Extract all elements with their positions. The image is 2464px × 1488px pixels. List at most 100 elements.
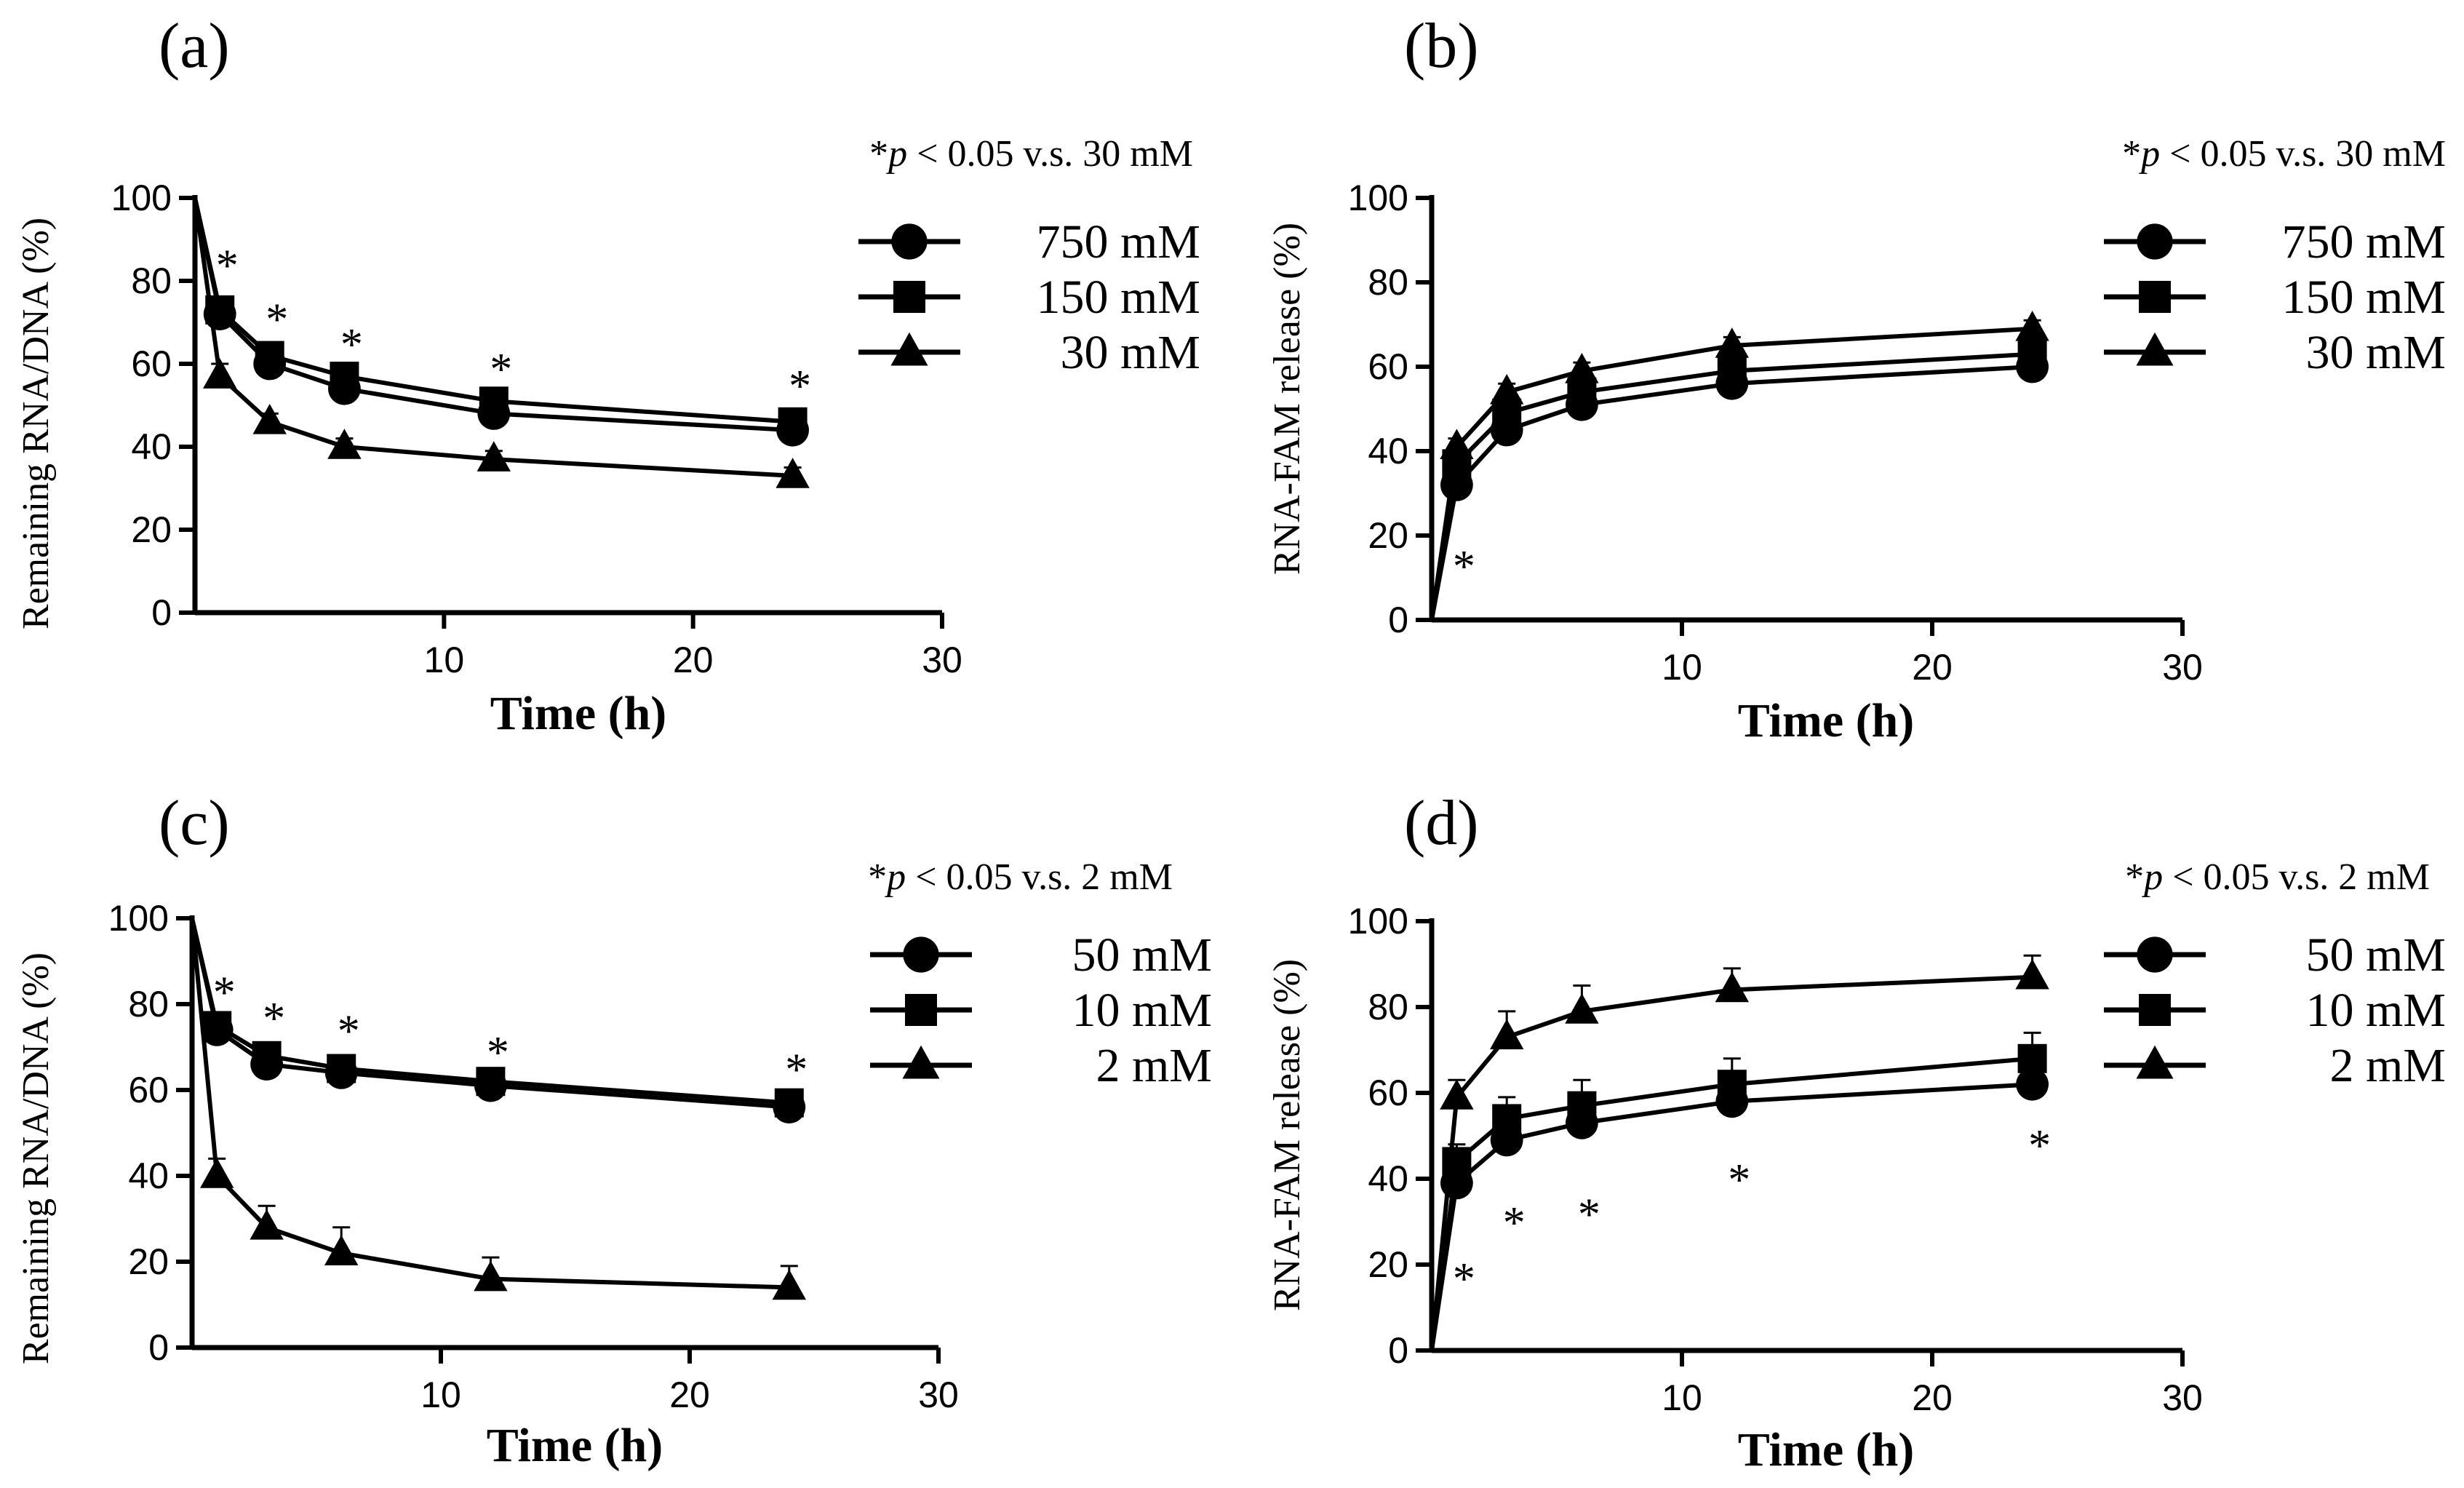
data-point-triangle [1490, 374, 1524, 405]
y-tick-label-a: 40 [131, 426, 172, 467]
plot-area-b: 0 20 40 60 80 100 10 20 30 * [1348, 178, 2203, 688]
y-axis-label-b: RNA-FAM release (%) [1267, 223, 1308, 575]
legend-item-c-1: 10 mM [870, 984, 1212, 1037]
plot-area-c: 0 20 40 60 80 100 10 20 30 * * * * * [108, 898, 959, 1415]
legend-label-c-2: 2 mM [1096, 1039, 1212, 1092]
legend-label-b-2: 30 mM [2305, 326, 2446, 379]
significance-star-marker-c: * [213, 968, 236, 1017]
series-line-d-2 [1430, 974, 2033, 1351]
y-tick-label-b: 100 [1348, 178, 1408, 218]
data-point-square [2017, 339, 2047, 369]
data-point-triangle [1565, 993, 1599, 1024]
legend-marker-circle [891, 223, 928, 260]
data-point-square [1492, 1104, 1522, 1134]
significance-star-marker-d: * [1728, 1155, 1750, 1205]
data-point-triangle [327, 429, 362, 459]
y-tick-label-c: 80 [128, 984, 169, 1025]
significance-note-a: *p < 0.05 v.s. 30 mM [869, 133, 1193, 175]
significance-rest-a: < 0.05 v.s. 30 mM [907, 133, 1193, 175]
significance-star-marker-a: * [266, 295, 288, 345]
series-line-c-2 [190, 918, 789, 1290]
significance-star-marker-b: * [1453, 542, 1475, 592]
data-point-square [1442, 1147, 1472, 1177]
data-point-square [774, 1088, 804, 1118]
legend-label-a-1: 150 mM [1036, 271, 1200, 324]
y-tick-label-b: 0 [1388, 600, 1408, 640]
y-tick-label-d: 60 [1368, 1073, 1408, 1113]
data-point-triangle [200, 1158, 234, 1188]
x-tick-label-b: 20 [1912, 647, 1953, 688]
legend-marker-square [2139, 281, 2171, 313]
data-point-square [2017, 1043, 2047, 1073]
legend-item-d-1: 10 mM [2104, 984, 2446, 1037]
panel-label-c: (c) [159, 788, 230, 859]
data-point-triangle [203, 358, 237, 389]
significance-star-marker-a: * [340, 320, 363, 370]
data-point-circle [2016, 1067, 2049, 1101]
y-axis-label-a: Remaining RNA/DNA (%) [15, 218, 57, 629]
data-point-triangle [1490, 1019, 1524, 1050]
x-tick-label-a: 20 [673, 640, 714, 680]
x-tick-label-b: 10 [1662, 647, 1702, 688]
data-point-square [479, 386, 509, 416]
y-tick-label-a: 60 [131, 343, 172, 384]
data-point-square [255, 341, 284, 370]
data-point-triangle [324, 1235, 359, 1265]
significance-star-marker-a: * [490, 345, 512, 394]
significance-star-marker-c: * [785, 1046, 808, 1095]
significance-star-marker-d: * [1453, 1254, 1475, 1304]
significance-note-d: *p < 0.05 v.s. 2 mM [2125, 856, 2430, 898]
legend-label-b-1: 150 mM [2281, 271, 2446, 324]
y-tick-label-a: 80 [131, 260, 172, 301]
y-tick-label-d: 20 [1368, 1244, 1408, 1285]
data-point-triangle [772, 1269, 806, 1300]
legend-item-c-0: 50 mM [870, 928, 1212, 982]
panel-label-a: (a) [159, 11, 230, 81]
legend-item-d-2: 2 mM [2104, 1039, 2446, 1092]
y-tick-label-c: 100 [108, 898, 169, 939]
y-tick-label-a: 20 [131, 509, 172, 550]
data-point-triangle [2015, 311, 2049, 341]
legend-marker-square [905, 994, 937, 1026]
y-tick-label-b: 60 [1368, 346, 1408, 387]
series-line-b-0 [1430, 365, 2033, 621]
data-point-triangle [250, 1209, 284, 1240]
legend-label-a-0: 750 mM [1036, 215, 1200, 268]
significance-rest-b: < 0.05 v.s. 30 mM [2160, 133, 2446, 175]
legend-marker-circle [903, 936, 939, 973]
legend-marker-circle [2137, 223, 2173, 260]
legend-marker-square [2139, 994, 2171, 1026]
x-tick-label-d: 10 [1662, 1377, 1702, 1418]
data-point-square [330, 362, 359, 391]
y-tick-label-c: 20 [128, 1241, 169, 1282]
x-tick-label-c: 10 [420, 1374, 461, 1415]
legend-label-d-1: 10 mM [2305, 984, 2446, 1037]
significance-star-c: * [868, 856, 887, 898]
significance-star-marker-a: * [216, 242, 239, 291]
y-tick-label-a: 100 [111, 178, 172, 218]
significance-star-b: * [2122, 133, 2141, 175]
series-line-b-2 [1430, 326, 2033, 621]
significance-star-a: * [869, 133, 888, 175]
x-tick-label-c: 30 [918, 1374, 959, 1415]
data-point-square [778, 407, 808, 437]
significance-star-marker-c: * [338, 1007, 360, 1057]
legend-label-c-1: 10 mM [1072, 984, 1212, 1037]
legend-item-a-2: 30 mM [858, 326, 1200, 379]
y-axis-label-d: RNA-FAM release (%) [1267, 959, 1308, 1311]
legend-label-d-0: 50 mM [2305, 928, 2446, 982]
series-b-triangle [1430, 311, 2049, 621]
legend-item-d-0: 50 mM [2104, 928, 2446, 982]
legend-marker-circle [2137, 936, 2173, 973]
series-line-d-1 [1430, 1056, 2033, 1351]
legend-label-b-0: 750 mM [2281, 215, 2446, 268]
data-point-triangle [477, 441, 511, 472]
y-tick-label-b: 40 [1368, 431, 1408, 472]
plot-area-a: 0 20 40 60 80 100 10 20 30 * * * * * [111, 178, 962, 680]
x-axis-label-d: Time (h) [1738, 1423, 1915, 1476]
